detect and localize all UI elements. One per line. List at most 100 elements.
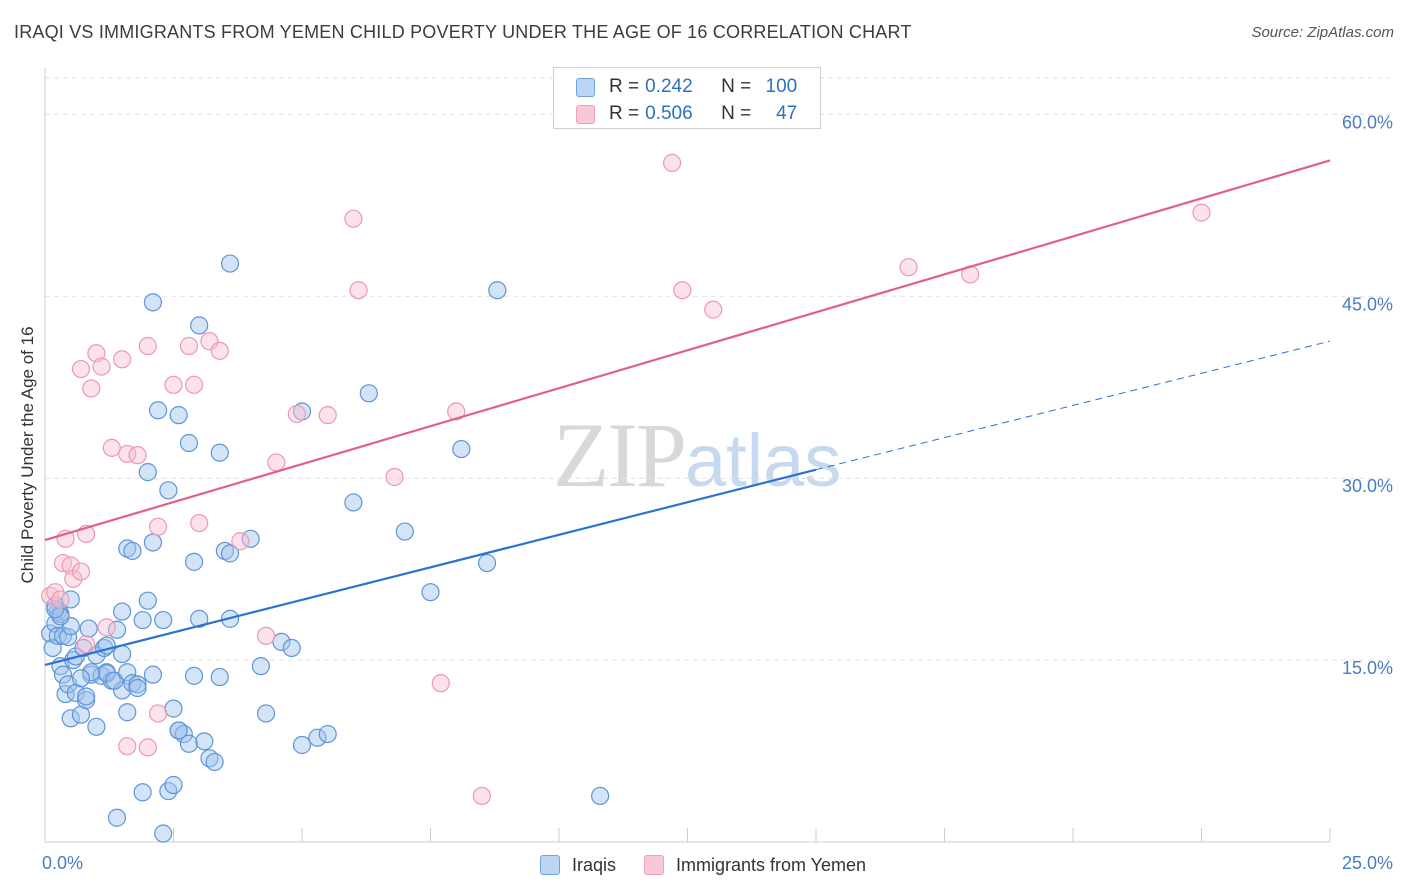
x-tick-label-min: 0.0%	[42, 853, 83, 873]
yemen-point	[148, 704, 168, 723]
yemen-point	[472, 786, 491, 806]
iraqis-point	[112, 602, 132, 621]
iraqis-point	[395, 522, 414, 541]
yemen-point	[148, 517, 168, 536]
iraqis-point	[143, 533, 163, 552]
iraqis-point	[344, 493, 363, 512]
watermark-zip: ZIP	[553, 404, 687, 506]
yemen-point	[287, 404, 306, 424]
iraqis-point	[169, 721, 188, 740]
iraqis-point	[477, 553, 497, 573]
iraqis-point	[53, 665, 73, 684]
yemen-point	[704, 300, 723, 319]
yemen-point	[179, 336, 199, 356]
iraqis-point	[169, 406, 188, 425]
yemen-point	[77, 635, 96, 654]
yemen-point	[118, 737, 137, 756]
yemen-swatch	[576, 104, 595, 124]
iraqis-point	[133, 783, 152, 802]
y-axis-title: Child Poverty Under the Age of 16	[18, 326, 37, 583]
yemen-point	[112, 350, 132, 369]
iraqis-point	[359, 384, 378, 403]
iraqis-point	[107, 808, 127, 827]
legend-r-value: 0.506	[645, 103, 693, 124]
iraqis-point	[421, 583, 440, 602]
iraqis-point	[318, 724, 337, 744]
yemen-point	[385, 467, 404, 487]
yemen-point	[190, 513, 209, 533]
iraqis-point	[112, 681, 132, 700]
legend-n-value: 100	[765, 76, 798, 97]
iraqis-point	[591, 786, 610, 806]
iraqis-point	[82, 663, 101, 682]
yemen-point	[349, 281, 368, 300]
iraqis-point	[154, 824, 173, 843]
iraqis-point	[71, 669, 91, 688]
yemen-points	[41, 153, 1211, 806]
yemen-swatch	[643, 855, 664, 875]
legend-label-iraqis: Iraqis	[571, 854, 616, 875]
legend-row-yemen: R = 0.506 N = 47	[576, 102, 797, 126]
iraqis-point	[452, 439, 471, 459]
iraqis-point	[143, 293, 163, 312]
yemen-point	[138, 336, 157, 356]
yemen-point	[64, 569, 83, 588]
yemen-point	[447, 402, 466, 421]
iraqis-point	[190, 316, 209, 335]
iraqis-point	[220, 544, 240, 563]
iraqis-point	[205, 752, 224, 772]
legend-row-iraqis: R = 0.242 N = 100	[576, 75, 797, 99]
iraqis-point	[87, 717, 106, 736]
yemen-point	[210, 341, 229, 360]
legend-r-label: R =	[609, 76, 640, 97]
yemen-point	[431, 674, 450, 693]
tick-labels: 15.0% 30.0% 45.0% 60.0% 0.0% 25.0%	[42, 112, 1393, 873]
yemen-trend-line	[44, 159, 1331, 542]
watermark: ZIPatlas	[553, 402, 841, 508]
iraqis-point	[61, 709, 80, 728]
iraqis-trend-line	[44, 468, 817, 667]
iraqis-point	[184, 666, 204, 685]
iraqis-point	[118, 663, 137, 682]
iraqis-point	[164, 699, 183, 718]
yemen-point	[1192, 203, 1211, 222]
iraqis-point	[143, 665, 163, 684]
iraqis-point	[105, 671, 124, 690]
y-tick-label: 15.0%	[1342, 658, 1393, 678]
y-tick-label: 60.0%	[1342, 112, 1393, 132]
legend-item-yemen[interactable]: Immigrants from Yemen	[643, 855, 866, 876]
iraqis-point	[118, 703, 137, 722]
yemen-point	[231, 532, 250, 551]
iraqis-point	[123, 541, 142, 561]
yemen-point	[164, 375, 183, 394]
iraqis-point	[210, 443, 229, 462]
iraqis-point	[184, 552, 204, 571]
trend-lines	[44, 159, 1331, 667]
yemen-point	[267, 453, 286, 472]
yemen-point	[673, 281, 692, 300]
iraqis-point	[154, 610, 173, 630]
yemen-point	[51, 590, 70, 609]
iraqis-point	[79, 619, 98, 638]
yemen-point	[899, 258, 918, 277]
iraqis-point	[77, 687, 96, 706]
yemen-point	[87, 344, 106, 363]
legend-item-iraqis[interactable]: Iraqis	[539, 854, 616, 876]
yemen-point	[71, 562, 91, 581]
source-label: Source: ZipAtlas.com	[1251, 24, 1394, 41]
yemen-point	[184, 375, 204, 394]
iraqis-point	[148, 401, 168, 420]
iraqis-trend-extension	[815, 340, 1331, 471]
iraqis-point	[159, 481, 178, 500]
yemen-point	[138, 738, 157, 757]
legend-n-label: N =	[721, 103, 752, 124]
iraqis-point	[256, 704, 276, 723]
x-tick-label-max: 25.0%	[1342, 853, 1393, 873]
iraqis-swatch	[576, 77, 595, 97]
yemen-point	[97, 618, 116, 637]
y-tick-label: 45.0%	[1342, 294, 1393, 314]
iraqis-point	[59, 627, 78, 647]
iraqis-point	[61, 590, 80, 609]
yemen-point	[71, 359, 91, 379]
